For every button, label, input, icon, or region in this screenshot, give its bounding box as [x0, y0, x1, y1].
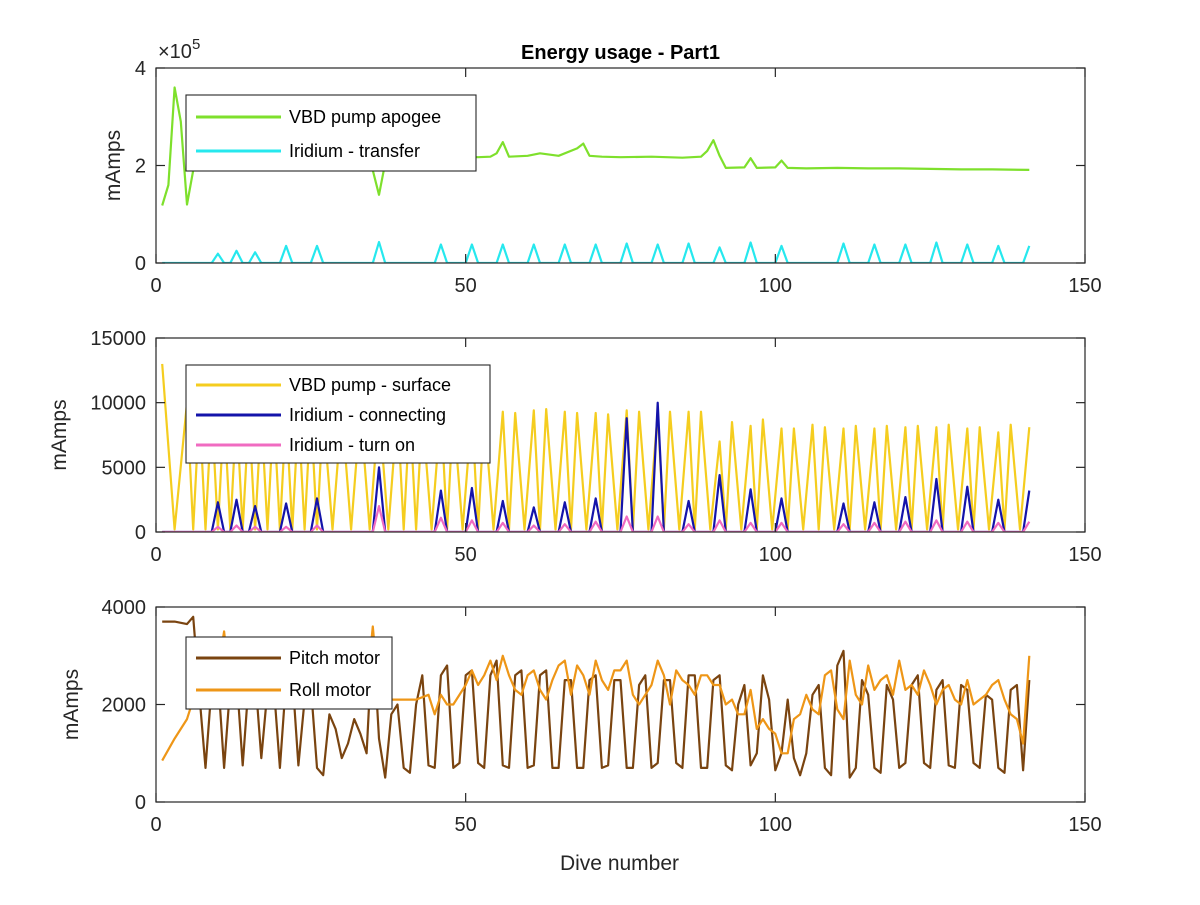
x-tick-label: 0 [150, 275, 161, 297]
y-tick-label: 4 [135, 58, 146, 80]
y-tick-label: 0 [135, 522, 146, 544]
y-tick-label: 0 [135, 253, 146, 275]
series-line-iridium-transfer [162, 240, 1031, 263]
x-tick-label: 0 [150, 544, 161, 566]
y-tick-label: 2 [135, 156, 146, 178]
y-tick-label: 4000 [102, 597, 147, 619]
x-axis-label: Dive number [560, 852, 679, 875]
x-tick-label: 150 [1068, 275, 1101, 297]
x-tick-label: 150 [1068, 544, 1101, 566]
x-tick-label: 150 [1068, 814, 1101, 836]
legend-box [185, 94, 477, 172]
y-tick-label: 15000 [90, 328, 146, 350]
x-tick-label: 100 [759, 544, 792, 566]
legend-label: VBD pump - surface [289, 375, 451, 395]
y-exponent-label: ×105 [158, 36, 200, 63]
y-tick-label: 5000 [102, 457, 147, 479]
legend: Pitch motor Roll motor [185, 636, 393, 710]
y-tick-label: 10000 [90, 393, 146, 415]
panel-3: 0 50 100 150 0 2000 4000 mAmps Dive number Pitch … [60, 597, 1102, 875]
legend-label: Roll motor [289, 680, 371, 700]
legend-box [185, 636, 393, 710]
legend: VBD pump apogee Iridium - transfer [185, 94, 477, 172]
legend-label: Iridium - transfer [289, 141, 420, 161]
chart-title: Energy usage - Part1 [521, 42, 720, 64]
legend-label: Iridium - turn on [289, 435, 415, 455]
legend-label: Iridium - connecting [289, 405, 446, 425]
legend-label: Pitch motor [289, 648, 380, 668]
x-tick-label: 100 [759, 275, 792, 297]
x-tick-label: 50 [455, 544, 477, 566]
x-tick-label: 50 [455, 814, 477, 836]
axes-box [155, 337, 1086, 533]
y-tick-label: 2000 [102, 695, 147, 717]
y-axis-label: mAmps [60, 669, 83, 740]
y-tick-label: 0 [135, 792, 146, 814]
panel-2: 0 50 100 150 0 5000 10000 15000 mAmps VBD pump - … [48, 328, 1102, 566]
panel-1: 0 50 100 150 0 2 4 ×105 mAmps Energy usage - Part… [102, 36, 1102, 297]
plot-area [161, 363, 1031, 532]
series-line-pitch-motor [162, 615, 1031, 779]
y-axis-label: mAmps [48, 399, 71, 470]
x-tick-label: 0 [150, 814, 161, 836]
series-line-iridium-turn-on [162, 505, 1031, 532]
series-line-iridium-connecting [162, 401, 1031, 532]
y-axis-label: mAmps [102, 130, 125, 201]
x-tick-label: 50 [455, 275, 477, 297]
x-tick-label: 100 [759, 814, 792, 836]
legend: VBD pump - surface Iridium - connecting Ir… [185, 364, 491, 464]
legend-label: VBD pump apogee [289, 107, 441, 127]
